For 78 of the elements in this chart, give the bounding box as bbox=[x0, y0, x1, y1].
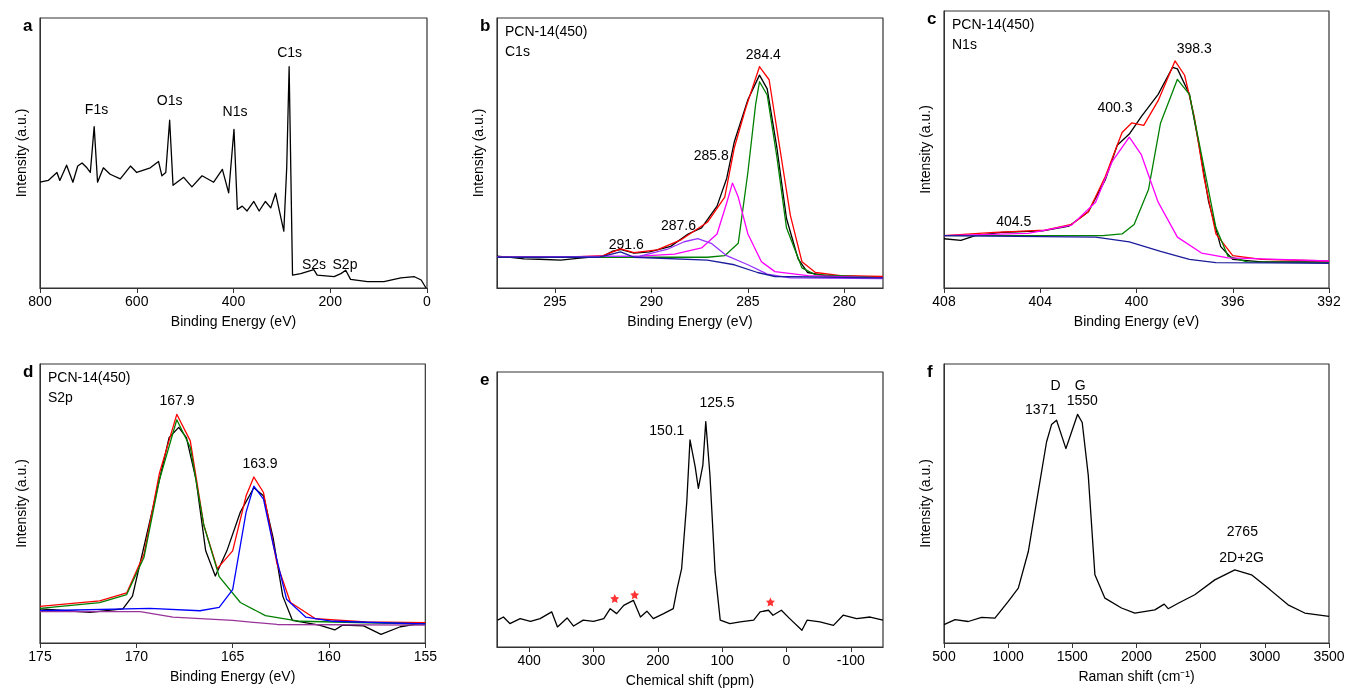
annotation: 291.6 bbox=[608, 236, 645, 253]
x-tick-label: 800 bbox=[28, 293, 52, 309]
text: PCN-14(450) bbox=[48, 369, 131, 385]
annotation: N1s bbox=[222, 102, 248, 119]
annotation: 400.3 bbox=[1097, 98, 1133, 115]
text: C1s bbox=[277, 44, 303, 61]
x-axis-title: Binding Energy (eV) bbox=[170, 313, 297, 329]
x-axis-title: Raman shift (cm⁻¹) bbox=[1078, 668, 1195, 684]
x-tick-label: 155 bbox=[413, 648, 438, 664]
x-tick-label: 0 bbox=[782, 652, 791, 668]
y-axis-title: Intensity (a.u.) bbox=[917, 459, 933, 548]
x-tick-label: 400 bbox=[1124, 293, 1149, 309]
annotation: 1371 bbox=[1025, 400, 1057, 417]
text: D bbox=[1050, 377, 1061, 394]
chart-title: c bbox=[927, 9, 937, 28]
text: 284.4 bbox=[745, 45, 782, 62]
chart-title: f bbox=[927, 362, 933, 381]
annotation: 150.1 bbox=[649, 421, 685, 438]
annotation: 163.9 bbox=[242, 455, 278, 472]
text: 1550 bbox=[1066, 392, 1098, 409]
text: PCN-14(450) bbox=[505, 23, 588, 39]
text: S2p bbox=[48, 389, 74, 405]
y-axis-title: Intensity (a.u.) bbox=[917, 105, 933, 194]
annotation: F1s bbox=[84, 101, 109, 118]
text: N1s bbox=[952, 36, 977, 52]
x-tick-label: 2500 bbox=[1185, 648, 1217, 664]
y-axis-title: Intensity (a.u.) bbox=[470, 108, 486, 198]
x-tick-label: 300 bbox=[581, 652, 606, 668]
x-tick-label: 404 bbox=[1028, 293, 1053, 309]
x-tick-label: 200 bbox=[646, 652, 670, 668]
x-tick-label: 175 bbox=[28, 648, 52, 664]
x-tick-label: 396 bbox=[1221, 293, 1245, 309]
x-tick-label: 1500 bbox=[1056, 648, 1089, 664]
text: 398.3 bbox=[1176, 40, 1212, 57]
y-axis-title: Intensity (a.u.) bbox=[13, 108, 29, 198]
x-tick-label: 408 bbox=[932, 293, 956, 309]
x-tick-label: 3500 bbox=[1313, 648, 1345, 664]
x-tick-label: 170 bbox=[124, 648, 149, 664]
text: PCN-14(450) bbox=[952, 16, 1035, 32]
annotation: 2765 bbox=[1226, 523, 1259, 540]
chart-title: b bbox=[480, 16, 491, 35]
text: C1s bbox=[505, 43, 530, 59]
annotation: S2p bbox=[332, 256, 358, 273]
x-tick-label: 280 bbox=[832, 293, 857, 309]
x-tick-label: -100 bbox=[836, 652, 866, 668]
x-axis-title: Binding Energy (eV) bbox=[627, 313, 753, 329]
text: G bbox=[1074, 377, 1086, 394]
annotation: 404.5 bbox=[996, 213, 1032, 230]
chart-title: e bbox=[480, 370, 490, 389]
annotation: 287.6 bbox=[660, 216, 697, 233]
x-tick-label: 290 bbox=[639, 293, 664, 309]
x-axis-title: Binding Energy (eV) bbox=[170, 668, 296, 684]
x-tick-label: 392 bbox=[1317, 293, 1341, 309]
y-axis-title: Intensity (a.u.) bbox=[13, 459, 29, 548]
annotation: O1s bbox=[156, 91, 183, 108]
annotation: 285.8 bbox=[693, 147, 729, 163]
x-tick-label: 165 bbox=[220, 648, 245, 664]
x-tick-label: 0 bbox=[423, 293, 432, 309]
x-tick-label: 600 bbox=[125, 293, 149, 309]
x-tick-label: 400 bbox=[517, 652, 542, 668]
annotation: 2D+2G bbox=[1219, 548, 1264, 565]
text: 167.9 bbox=[159, 392, 195, 409]
x-tick-label: 400 bbox=[221, 293, 246, 309]
x-axis-title: Binding Energy (eV) bbox=[1073, 313, 1200, 329]
text: 125.5 bbox=[699, 394, 735, 411]
chart-title: a bbox=[23, 16, 33, 35]
x-tick-label: 100 bbox=[710, 652, 735, 668]
x-tick-label: 1000 bbox=[992, 648, 1024, 664]
x-tick-label: 200 bbox=[318, 293, 343, 309]
x-tick-label: 160 bbox=[317, 648, 341, 664]
x-tick-label: 3000 bbox=[1249, 648, 1281, 664]
annotation: S2s bbox=[301, 256, 327, 273]
x-tick-label: 500 bbox=[932, 648, 956, 664]
x-tick-label: 285 bbox=[736, 293, 760, 309]
x-axis-title: Chemical shift (ppm) bbox=[625, 672, 755, 688]
x-tick-label: 2000 bbox=[1120, 648, 1153, 664]
x-tick-label: 295 bbox=[543, 293, 567, 309]
chart-title: d bbox=[23, 362, 34, 381]
